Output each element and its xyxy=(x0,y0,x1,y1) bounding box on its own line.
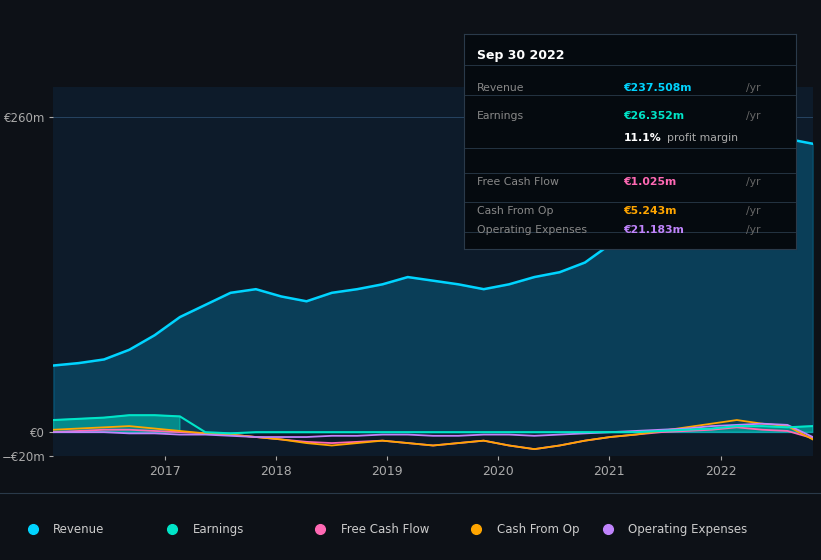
Text: /yr: /yr xyxy=(746,225,761,235)
Text: Sep 30 2022: Sep 30 2022 xyxy=(477,49,565,62)
Text: Free Cash Flow: Free Cash Flow xyxy=(477,178,559,188)
Text: €26.352m: €26.352m xyxy=(623,111,685,121)
Text: /yr: /yr xyxy=(746,206,761,216)
Text: Earnings: Earnings xyxy=(477,111,525,121)
Text: €237.508m: €237.508m xyxy=(623,83,692,93)
Text: Operating Expenses: Operating Expenses xyxy=(477,225,587,235)
Text: Operating Expenses: Operating Expenses xyxy=(628,523,747,536)
Text: Free Cash Flow: Free Cash Flow xyxy=(341,523,429,536)
Text: Cash From Op: Cash From Op xyxy=(497,523,579,536)
Text: /yr: /yr xyxy=(746,178,761,188)
Text: Revenue: Revenue xyxy=(477,83,525,93)
Text: Earnings: Earnings xyxy=(193,523,245,536)
Text: 11.1%: 11.1% xyxy=(623,133,661,143)
Text: Revenue: Revenue xyxy=(53,523,105,536)
Text: €1.025m: €1.025m xyxy=(623,178,677,188)
Text: €5.243m: €5.243m xyxy=(623,206,677,216)
Text: Cash From Op: Cash From Op xyxy=(477,206,553,216)
Text: /yr: /yr xyxy=(746,111,761,121)
Text: profit margin: profit margin xyxy=(667,133,738,143)
Text: €21.183m: €21.183m xyxy=(623,225,685,235)
Text: /yr: /yr xyxy=(746,83,761,93)
